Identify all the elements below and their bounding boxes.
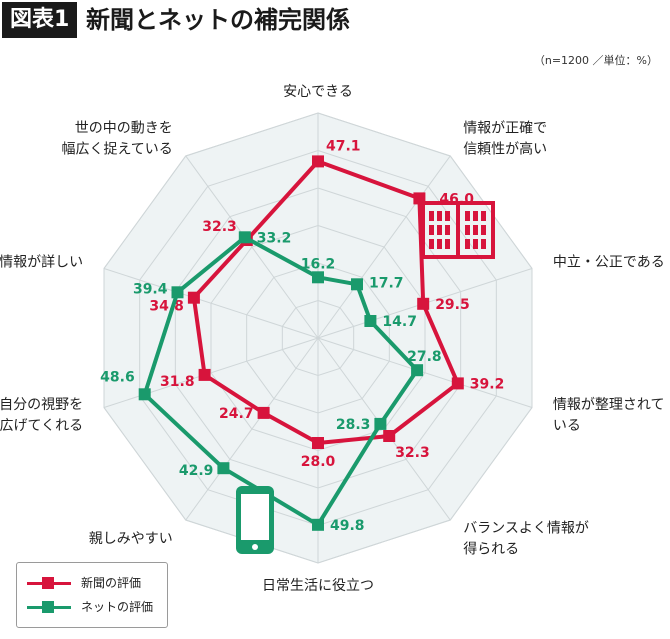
data-point-internet xyxy=(138,388,151,401)
data-label-internet: 48.6 xyxy=(100,369,135,385)
data-label-internet: 39.4 xyxy=(133,281,168,297)
header: 図表1 新聞とネットの補完関係 xyxy=(0,0,670,42)
axis-label: バランスよく情報が得られる xyxy=(463,520,589,557)
axis-label: 日常生活に役立つ xyxy=(262,578,374,594)
axis-label: 世の中の動きを幅広く捉えている xyxy=(61,121,172,158)
data-label-newspaper: 34.8 xyxy=(149,299,184,315)
data-point-internet xyxy=(312,271,324,284)
data-label-internet: 33.2 xyxy=(257,230,292,246)
data-point-newspaper xyxy=(198,368,211,381)
data-label-internet: 49.8 xyxy=(330,518,365,534)
data-label-internet: 14.7 xyxy=(382,314,417,330)
data-label-newspaper: 28.0 xyxy=(301,454,336,470)
data-label-newspaper: 47.1 xyxy=(326,138,361,154)
chart-title: 新聞とネットの補完関係 xyxy=(86,6,350,34)
data-label-internet: 16.2 xyxy=(301,256,336,272)
axis-label: 自分の視野を広げてくれる xyxy=(0,397,83,434)
data-point-internet xyxy=(351,278,363,291)
data-point-newspaper xyxy=(383,430,396,442)
data-label-newspaper: 39.2 xyxy=(470,376,505,392)
data-point-newspaper xyxy=(417,297,430,310)
data-point-internet xyxy=(217,462,230,475)
legend-swatch-newspaper xyxy=(27,577,71,589)
legend-swatch-internet xyxy=(27,601,71,613)
legend-label-newspaper: 新聞の評価 xyxy=(81,576,142,590)
data-point-internet xyxy=(364,315,377,327)
data-label-internet: 27.8 xyxy=(407,349,442,365)
axis-label: 情報が整理されている xyxy=(553,397,665,434)
data-point-internet xyxy=(411,364,424,377)
newspaper-icon xyxy=(421,201,495,259)
data-label-newspaper: 32.3 xyxy=(395,445,430,461)
legend-label-internet: ネットの評価 xyxy=(81,600,154,614)
data-label-newspaper: 31.8 xyxy=(160,374,195,390)
grid-spoke xyxy=(185,337,319,521)
data-point-newspaper xyxy=(312,155,324,168)
grid-spoke xyxy=(185,155,319,339)
axis-label: 安心できる xyxy=(283,84,353,100)
data-point-newspaper xyxy=(451,377,464,390)
data-label-newspaper: 24.7 xyxy=(219,406,254,422)
data-point-internet xyxy=(171,286,184,299)
grid-spoke xyxy=(103,267,319,339)
sample-size-note: （n=1200 ／単位：%） xyxy=(533,54,658,67)
data-label-newspaper: 29.5 xyxy=(435,297,470,313)
axis-label: 親しみやすい xyxy=(89,531,173,547)
data-point-internet xyxy=(374,417,387,430)
legend: 新聞の評価 ネットの評価 xyxy=(16,562,168,628)
smartphone-icon xyxy=(236,486,274,554)
data-label-internet: 42.9 xyxy=(179,463,214,479)
data-label-newspaper: 32.3 xyxy=(202,219,237,235)
axis-label: 情報が詳しい xyxy=(0,255,83,271)
data-point-newspaper xyxy=(312,437,324,449)
data-point-internet xyxy=(238,231,251,244)
data-point-newspaper xyxy=(257,406,270,419)
data-point-internet xyxy=(312,518,324,531)
data-label-internet: 28.3 xyxy=(336,417,371,433)
grid-spoke xyxy=(317,337,533,409)
grid-spoke xyxy=(317,155,451,339)
data-label-internet: 17.7 xyxy=(369,275,404,291)
axis-label: 情報が正確で信頼性が高い xyxy=(463,121,547,158)
data-point-newspaper xyxy=(187,291,200,304)
axis-label: 中立・公正である xyxy=(553,255,665,271)
figure-badge: 図表1 xyxy=(2,2,78,38)
